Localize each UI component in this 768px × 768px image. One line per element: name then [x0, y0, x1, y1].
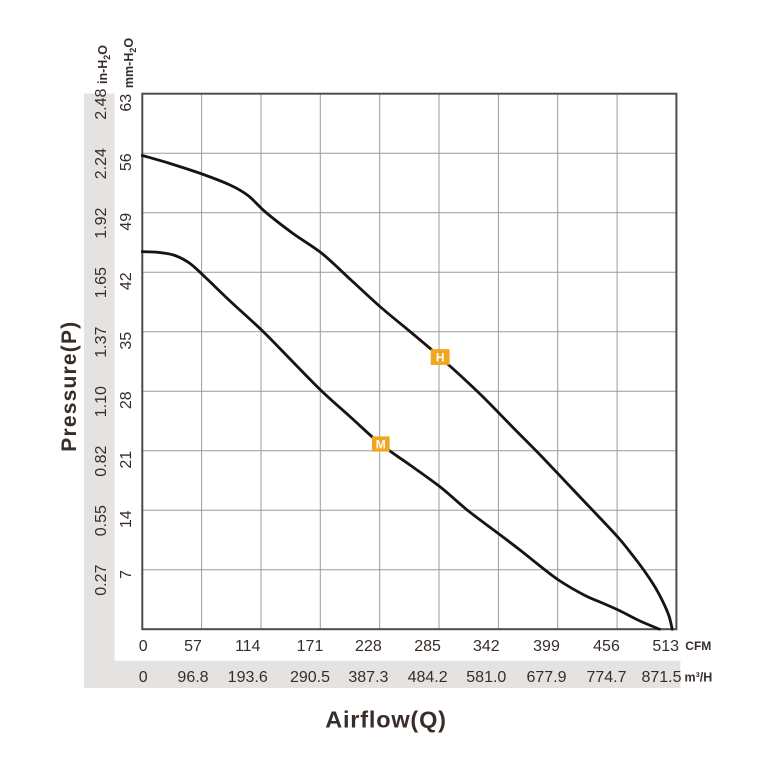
svg-text:mm-H2O: mm-H2O: [122, 38, 138, 88]
svg-text:Pressure(P): Pressure(P): [58, 321, 81, 452]
svg-text:96.8: 96.8: [177, 669, 208, 686]
svg-text:387.3: 387.3: [348, 669, 388, 686]
svg-text:63: 63: [118, 94, 135, 112]
svg-text:M: M: [376, 437, 386, 451]
svg-text:171: 171: [297, 638, 324, 655]
svg-text:0.82: 0.82: [93, 446, 110, 477]
svg-text:Airflow(Q): Airflow(Q): [325, 707, 447, 733]
svg-text:m³/H: m³/H: [685, 670, 713, 684]
svg-text:114: 114: [235, 638, 261, 655]
svg-text:285: 285: [414, 638, 441, 655]
svg-text:290.5: 290.5: [290, 669, 330, 686]
svg-text:49: 49: [118, 213, 135, 231]
svg-text:42: 42: [118, 272, 135, 290]
svg-text:342: 342: [473, 638, 500, 655]
svg-text:in-H2O: in-H2O: [96, 45, 112, 84]
svg-text:1.92: 1.92: [93, 208, 110, 239]
svg-text:35: 35: [118, 332, 135, 350]
svg-text:2.48: 2.48: [93, 89, 110, 120]
svg-text:581.0: 581.0: [466, 669, 506, 686]
svg-text:H: H: [436, 350, 445, 364]
svg-text:484.2: 484.2: [408, 669, 448, 686]
svg-text:7: 7: [118, 570, 135, 579]
svg-text:28: 28: [118, 391, 135, 409]
svg-text:2.24: 2.24: [93, 148, 110, 179]
svg-text:513: 513: [652, 638, 679, 655]
svg-text:871.5: 871.5: [641, 669, 681, 686]
svg-text:1.37: 1.37: [93, 327, 110, 358]
svg-text:14: 14: [118, 510, 135, 528]
svg-text:21: 21: [118, 451, 135, 469]
svg-text:0: 0: [139, 669, 148, 686]
svg-text:399: 399: [533, 638, 560, 655]
svg-text:1.10: 1.10: [93, 386, 110, 417]
svg-text:0.55: 0.55: [93, 505, 110, 536]
svg-text:774.7: 774.7: [586, 669, 626, 686]
svg-text:1.65: 1.65: [93, 267, 110, 298]
svg-text:56: 56: [118, 153, 135, 171]
svg-text:CFM: CFM: [685, 639, 711, 653]
svg-text:0.27: 0.27: [93, 565, 110, 596]
svg-text:456: 456: [593, 638, 620, 655]
svg-text:57: 57: [184, 638, 202, 655]
svg-text:677.9: 677.9: [526, 669, 566, 686]
svg-text:193.6: 193.6: [228, 669, 268, 686]
svg-text:0: 0: [139, 638, 148, 655]
svg-text:228: 228: [355, 638, 382, 655]
